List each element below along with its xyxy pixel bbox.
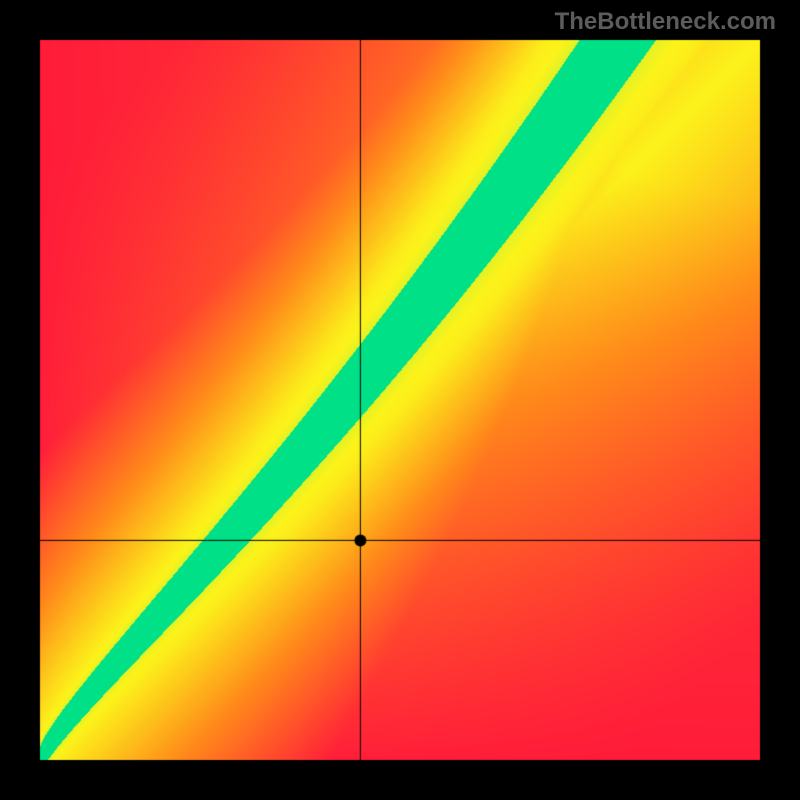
watermark-text: TheBottleneck.com	[555, 8, 776, 36]
chart-container: TheBottleneck.com	[0, 0, 800, 800]
heatmap-canvas	[0, 0, 800, 800]
